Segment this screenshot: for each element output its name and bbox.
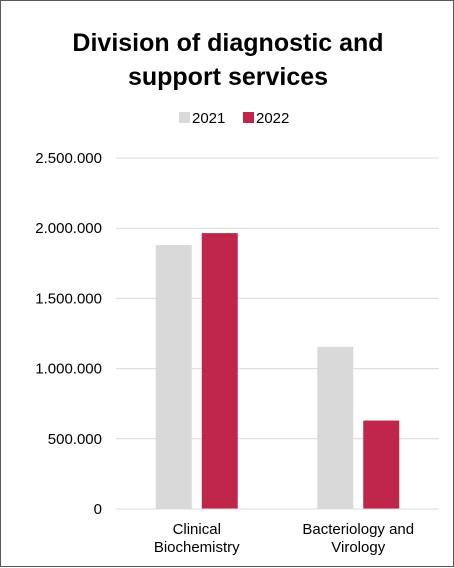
y-tick-label: 1.500.000 bbox=[35, 290, 102, 307]
y-tick-label: 1.000.000 bbox=[35, 361, 102, 378]
x-category-label: Clinical bbox=[173, 521, 221, 538]
legend-swatch-2021 bbox=[179, 112, 190, 123]
bar-2022-1 bbox=[363, 420, 400, 509]
bar-2021-1 bbox=[317, 346, 354, 509]
y-tick-label: 500.000 bbox=[48, 431, 102, 448]
chart-title-line-2: support services bbox=[128, 63, 328, 91]
x-category-label: Biochemistry bbox=[154, 539, 240, 556]
bar-2022-0 bbox=[201, 233, 238, 509]
legend-label-2022: 2022 bbox=[256, 110, 289, 127]
y-tick-label: 2.000.000 bbox=[35, 220, 102, 237]
chart-title-line-1: Division of diagnostic and bbox=[72, 29, 383, 57]
y-axis-ticks: 0 500.000 1.000.000 1.500.000 2.000.000 2.500… bbox=[35, 150, 102, 518]
legend-label-2021: 2021 bbox=[192, 110, 225, 127]
y-tick-label: 0 bbox=[94, 501, 102, 518]
legend-swatch-2022 bbox=[243, 112, 254, 123]
legend: 2021 2022 bbox=[179, 110, 289, 127]
bar-2021-0 bbox=[155, 245, 192, 509]
x-category-label: Bacteriology and bbox=[302, 521, 414, 538]
x-category-label: Virology bbox=[331, 539, 385, 556]
bars bbox=[155, 233, 400, 509]
y-tick-label: 2.500.000 bbox=[35, 150, 102, 167]
